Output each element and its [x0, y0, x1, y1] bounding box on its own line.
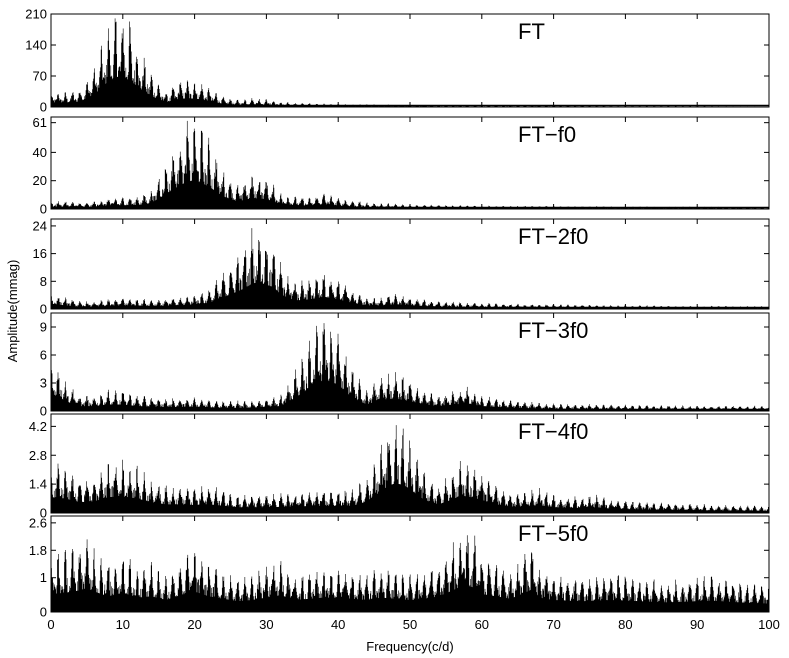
spectrum-trace-1 — [50, 18, 770, 107]
y-tick-label-2-1: 20 — [33, 173, 47, 188]
y-tick-label-3-0: 0 — [40, 302, 47, 317]
y-tick-label-6-2: 1.8 — [29, 543, 47, 558]
x-tick-label-0: 0 — [47, 617, 54, 632]
y-tick-label-1-0: 0 — [40, 100, 47, 115]
x-tick-label-7: 70 — [546, 617, 560, 632]
panel-title-3: FT−2f0 — [518, 224, 588, 249]
panel-1: 0 70 140 210 FT — [25, 7, 770, 115]
y-tick-label-4-0: 0 — [40, 404, 47, 419]
x-tick-label-1: 10 — [116, 617, 130, 632]
y-tick-label-3-1: 8 — [40, 274, 47, 289]
y-tick-label-5-2: 2.8 — [29, 448, 47, 463]
y-tick-label-3-2: 16 — [33, 246, 47, 261]
x-tick-label-4: 40 — [331, 617, 345, 632]
x-tick-label-3: 30 — [259, 617, 273, 632]
panel-title-2: FT−f0 — [518, 122, 576, 147]
y-tick-label-2-3: 61 — [33, 115, 47, 130]
x-tick-label-8: 80 — [618, 617, 632, 632]
panel-5: 0 1.4 2.8 4.2 FT−4f0 — [29, 413, 770, 521]
y-tick-label-6-3: 2.6 — [29, 515, 47, 530]
x-tick-label-2: 20 — [187, 617, 201, 632]
y-tick-label-2-0: 0 — [40, 202, 47, 217]
x-tick-label-6: 60 — [475, 617, 489, 632]
y-tick-label-2-2: 40 — [33, 145, 47, 160]
y-tick-label-5-3: 4.2 — [29, 419, 47, 434]
y-tick-label-1-2: 140 — [25, 38, 47, 53]
y-axis-label: Amplitude(mmag) — [5, 260, 20, 363]
panel-title-4: FT−3f0 — [518, 318, 588, 343]
y-tick-label-4-2: 6 — [40, 348, 47, 363]
spectrum-trace-2 — [50, 120, 770, 209]
y-tick-label-4-1: 3 — [40, 376, 47, 391]
panel-title-5: FT−4f0 — [518, 419, 588, 444]
spectrum-trace-3 — [50, 228, 770, 309]
spectrum-trace-4 — [50, 323, 770, 411]
y-tick-label-1-3: 210 — [25, 7, 47, 22]
panel-6: 0 1 1.8 2.6 FT−5f0 — [29, 515, 770, 620]
y-tick-label-5-1: 1.4 — [29, 477, 47, 492]
panel-frame-3 — [50, 218, 770, 310]
y-tick-label-3-3: 24 — [33, 218, 47, 233]
panel-title-6: FT−5f0 — [518, 521, 588, 546]
x-tick-label-5: 50 — [403, 617, 417, 632]
y-tick-label-6-1: 1 — [40, 570, 47, 585]
panel-2: 0 20 40 61 FT−f0 — [33, 115, 770, 217]
panel-3: 0 8 16 24 FT−2f0 — [33, 218, 770, 317]
y-tick-label-1-1: 70 — [33, 69, 47, 84]
x-tick-label-9: 90 — [690, 617, 704, 632]
y-tick-label-5-0: 0 — [40, 506, 47, 521]
x-tick-label-10: 100 — [758, 617, 780, 632]
y-tick-label-4-3: 9 — [40, 320, 47, 335]
panel-4: 0 3 6 9 FT−3f0 — [40, 312, 770, 419]
y-tick-label-6-0: 0 — [40, 605, 47, 620]
x-axis-label: Frequency(c/d) — [366, 639, 453, 654]
panel-title-1: FT — [518, 19, 545, 44]
